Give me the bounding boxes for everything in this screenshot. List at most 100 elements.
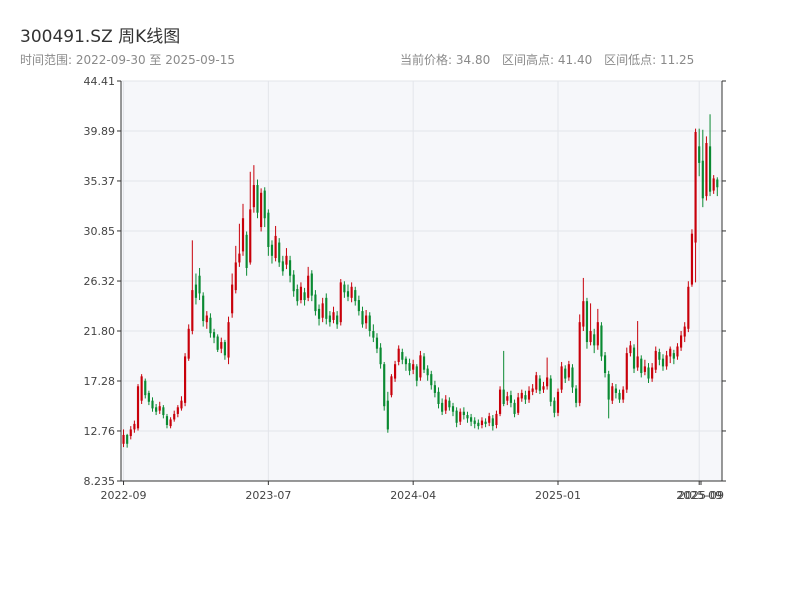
candle (495, 410, 498, 429)
candle-body (556, 391, 560, 413)
candle (585, 297, 589, 349)
candle (288, 255, 292, 283)
candle (502, 350, 505, 407)
candles (122, 114, 719, 448)
candle (296, 284, 299, 306)
candle-body (665, 355, 668, 367)
candle (393, 360, 397, 382)
candle-body (299, 286, 303, 301)
candle (556, 388, 560, 417)
candle-body (585, 301, 589, 343)
candle (538, 375, 541, 395)
candle-body (701, 160, 704, 199)
candle-body (274, 235, 277, 259)
candle-body (252, 185, 255, 208)
candle (517, 392, 520, 416)
candle (281, 255, 284, 276)
candle-body (488, 416, 491, 423)
candle-body (317, 308, 321, 319)
candle (205, 311, 208, 329)
price-stats: 当前价格: 34.80 区间高点: 41.40 区间低点: 11.25 (400, 51, 702, 68)
candle-body (651, 367, 654, 379)
candle (683, 322, 686, 343)
candle (307, 266, 310, 302)
candle-body (502, 389, 505, 404)
candle-body (136, 386, 140, 429)
candle (129, 426, 132, 440)
candle-body (708, 146, 712, 192)
candle-body (281, 261, 284, 272)
candle-body (473, 420, 476, 424)
candle-body (694, 131, 697, 243)
candle (524, 390, 527, 404)
candle (365, 309, 368, 329)
candle-body (412, 364, 415, 370)
candle (618, 389, 621, 403)
candle (241, 203, 245, 256)
candle (582, 277, 585, 332)
candle-body (625, 353, 628, 390)
candle-body (531, 388, 534, 392)
candle (708, 114, 712, 197)
candle-body (144, 380, 147, 396)
candle (383, 361, 386, 411)
candle (607, 370, 610, 419)
candle-body (459, 411, 462, 422)
candle-body (542, 386, 545, 390)
candle (198, 267, 201, 301)
candle (401, 348, 404, 365)
candle-body (267, 212, 270, 247)
candle (549, 375, 552, 407)
candle (415, 364, 418, 387)
candle-body (263, 190, 266, 219)
candle (361, 306, 364, 328)
candle-body (202, 295, 205, 322)
candle (611, 382, 614, 404)
candle-body (205, 315, 208, 323)
candle (448, 397, 451, 411)
candle-body (303, 292, 306, 301)
candle (212, 328, 216, 344)
candle (194, 273, 198, 305)
candle (122, 429, 125, 448)
candle (444, 395, 447, 414)
candle-body (498, 389, 502, 414)
candle-body (676, 346, 679, 357)
candle (245, 231, 248, 276)
candle-body (527, 390, 531, 400)
candle-body (470, 417, 473, 422)
candle (372, 324, 375, 343)
candle (191, 240, 194, 335)
candle (422, 353, 426, 374)
axes: 8.235 12.76 17.28 21.80 26.32 30.85 35.37 39.89… (84, 75, 726, 502)
candle-body (716, 179, 719, 188)
candle (625, 347, 628, 393)
candle-body (173, 413, 176, 420)
candle-body (191, 290, 194, 332)
candle-body (256, 185, 259, 213)
candle-body (325, 297, 328, 319)
candle-body (437, 391, 440, 404)
candle (430, 370, 433, 390)
candle (531, 384, 534, 396)
x-tick-label: 2025-01 (535, 489, 581, 502)
candle (419, 350, 422, 381)
candle-body (122, 434, 125, 444)
candle-body (187, 328, 190, 359)
y-tick-label: 21.80 (84, 325, 116, 338)
candle (173, 410, 176, 422)
candle-body (176, 407, 179, 414)
candle (716, 177, 719, 197)
candle (303, 287, 306, 306)
candle-body (683, 326, 686, 337)
candle-body (517, 397, 520, 413)
candle (183, 353, 187, 407)
candle-body (383, 364, 386, 407)
y-tick-label: 39.89 (84, 125, 116, 138)
candle-body (596, 322, 599, 346)
candle (310, 270, 313, 302)
candle (636, 321, 639, 371)
candle (249, 171, 252, 265)
candle (169, 417, 172, 429)
candle-body (567, 364, 570, 378)
